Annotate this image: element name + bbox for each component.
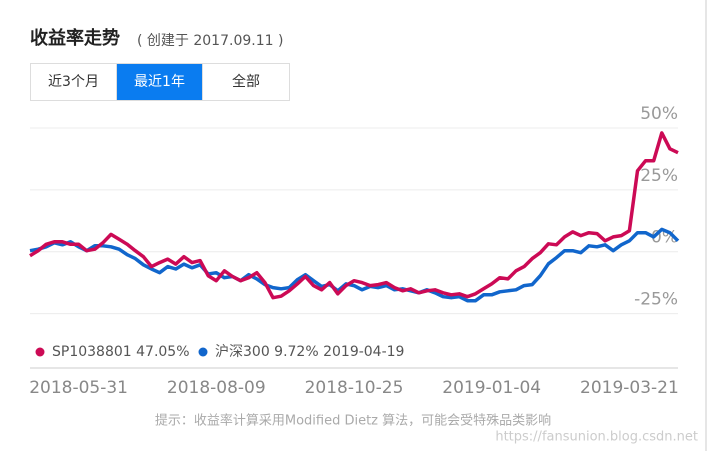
legend-label: SP1038801 47.05% xyxy=(52,344,190,360)
x-tick-label: 2019-01-04 xyxy=(442,378,541,398)
x-tick-label: 2018-05-31 xyxy=(29,378,128,398)
y-tick-label: 50% xyxy=(640,104,678,124)
created-date: ( 创建于 2017.09.11 ) xyxy=(137,33,284,49)
y-tick-label: 25% xyxy=(640,166,678,186)
legend-marker xyxy=(198,347,208,357)
legend-marker xyxy=(35,347,45,357)
y-tick-label: -25% xyxy=(634,290,678,310)
series-line xyxy=(29,227,680,303)
x-tick-label: 2018-10-25 xyxy=(305,378,404,398)
range-tab[interactable]: 近3个月 xyxy=(31,64,117,100)
range-tabs: 近3个月 最近1年 全部 xyxy=(30,63,290,101)
x-tick-label: 2018-08-09 xyxy=(167,378,266,398)
watermark: https://fansunion.blog.csdn.net xyxy=(495,430,698,445)
section-title: 收益率走势 xyxy=(30,28,120,49)
footnote: 提示：收益率计算采用Modified Dietz 算法，可能会受特殊品类影响 xyxy=(155,413,551,429)
range-tab[interactable]: 全部 xyxy=(232,74,260,90)
series-line xyxy=(29,131,679,300)
legend-label: 沪深300 9.72% 2019-04-19 xyxy=(215,344,404,360)
range-tab[interactable]: 最近1年 xyxy=(117,64,203,100)
x-tick-label: 2019-03-21 xyxy=(580,378,679,398)
